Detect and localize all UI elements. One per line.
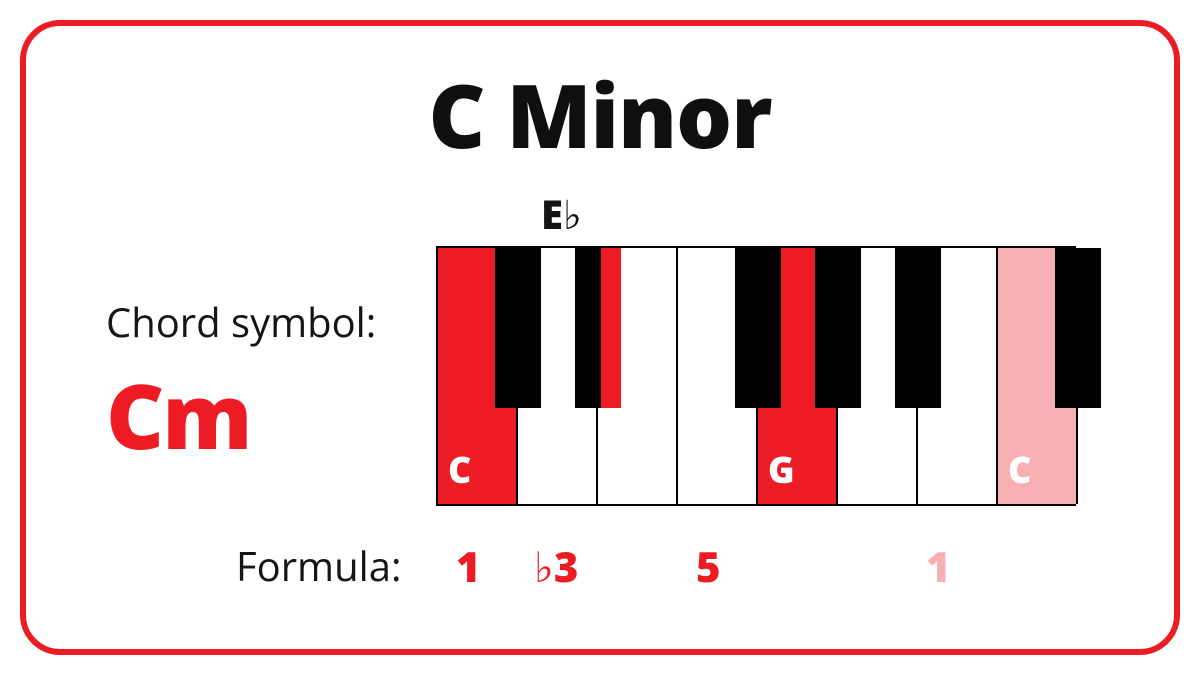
chord-card: C Minor Chord symbol: Cm E♭ CGC Formula:… [20, 20, 1180, 655]
black-key [815, 248, 861, 408]
formula-number: 3 [554, 538, 579, 595]
note-label: C [1008, 445, 1031, 494]
black-key [1055, 248, 1101, 408]
black-key [895, 248, 941, 408]
formula-number: 1 [926, 538, 951, 595]
eb-label-note: E [541, 186, 563, 241]
chord-title: C Minor [26, 54, 1174, 174]
eb-label-accidental: ♭ [563, 186, 582, 241]
flat-accidental: ♭ [534, 538, 554, 595]
formula-degree: 1 [926, 538, 951, 595]
chord-symbol: Cm [106, 354, 250, 476]
formula-label: Formula: [236, 538, 401, 593]
note-label: G [768, 445, 795, 494]
formula-row: Formula: 1♭351 [236, 538, 1096, 588]
eb-label: E♭ [541, 186, 582, 241]
chord-symbol-label: Chord symbol: [106, 294, 376, 349]
black-key [735, 248, 781, 408]
formula-number: 1 [456, 538, 481, 595]
formula-degree: ♭3 [534, 538, 578, 595]
black-key [575, 248, 621, 408]
formula-degree: 5 [696, 538, 721, 595]
piano-keyboard: CGC [436, 246, 1076, 506]
note-label: C [448, 445, 471, 494]
black-key [495, 248, 541, 408]
formula-degree: 1 [456, 538, 481, 595]
formula-number: 5 [696, 538, 721, 595]
